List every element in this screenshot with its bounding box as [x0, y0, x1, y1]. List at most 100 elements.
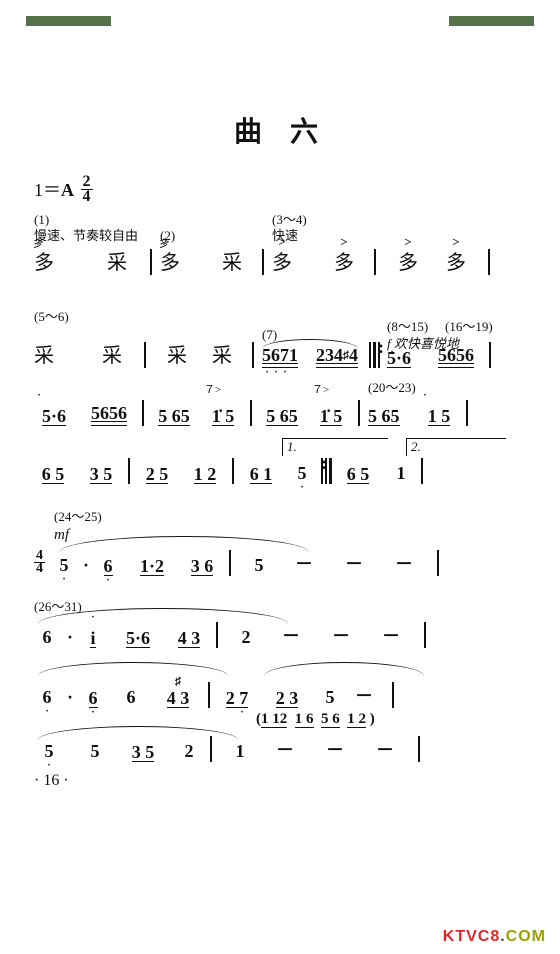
notes: 5656 [91, 405, 127, 422]
notes: 1 2 [194, 465, 217, 484]
key-letter: A [61, 180, 74, 200]
notes: 1 5 [428, 407, 451, 426]
note: 多 [446, 252, 466, 274]
barline [210, 736, 212, 762]
notes: 234 [316, 345, 343, 365]
barline [216, 622, 218, 648]
barline [489, 342, 491, 368]
notes: 6 [89, 689, 98, 708]
note: 采 [107, 246, 127, 275]
barline [466, 400, 468, 426]
notes: 1·2 [140, 557, 164, 576]
notes: 5 [255, 555, 264, 576]
notes: 3 5 [132, 743, 155, 762]
notes: 5 [326, 687, 335, 708]
page-number: · 16 · [34, 772, 526, 790]
note: 多 [34, 252, 54, 274]
notes: 6 5 [347, 465, 370, 484]
dash: － [282, 622, 300, 648]
barline [128, 458, 130, 484]
mark-56: (5～6) [34, 309, 69, 325]
barline [208, 682, 210, 708]
barline [262, 249, 264, 275]
barline [252, 342, 254, 368]
notes: 6 [43, 687, 52, 708]
barline [437, 550, 439, 576]
note: 多 [398, 252, 418, 274]
notes: 6 1 [250, 465, 273, 484]
mark-1: (1) [34, 212, 49, 228]
notes: 3 6 [191, 557, 214, 576]
notes: 2 [242, 627, 251, 648]
dynamic-mf: mf [54, 527, 69, 543]
dash: － [332, 622, 350, 648]
music-row-1: (1) 慢速、节奏较自由 彡>多 采 (2) 彡>多 采 (3～4) 快速 >多… [34, 212, 526, 275]
tempo-1: 慢速、节奏较自由 [34, 228, 138, 244]
notes: 2 5 [146, 465, 169, 484]
notes: 6 5 [42, 465, 65, 484]
barline [144, 342, 146, 368]
watermark: KTVC8.COM [443, 928, 546, 946]
music-row-4: 1. 2. 6 5 3 5 2 5 1 2 6 1 5· : 6 5 1 [34, 456, 526, 484]
decor-bar-right [449, 16, 534, 26]
dash: － [326, 736, 344, 762]
time-bot: 4 [81, 190, 93, 204]
notes: 5 [91, 741, 100, 762]
dash: － [382, 622, 400, 648]
decor-bar-left [26, 16, 111, 26]
volta-2: 2. [406, 438, 506, 456]
barline [150, 249, 152, 275]
mark-34: (3～4) [272, 212, 307, 228]
notes: 5671 [262, 347, 298, 364]
note: 采 [34, 339, 54, 368]
dash: － [376, 736, 394, 762]
notes: 2 [185, 741, 194, 762]
dash: － [355, 682, 373, 708]
notes: 5 65 [266, 407, 298, 426]
notes: 2 3 [276, 689, 299, 708]
note: 多 [334, 252, 354, 274]
notes: 6 [104, 557, 113, 576]
barline [229, 550, 231, 576]
notes: 1 [236, 741, 245, 762]
dash: － [395, 550, 413, 576]
watermark-part3: COM [506, 928, 546, 945]
watermark-part1: KTVC8 [443, 928, 500, 945]
volta-1: 1. [282, 438, 388, 456]
slur [264, 662, 424, 676]
barline [392, 682, 394, 708]
dash: － [276, 736, 294, 762]
notes: 5·6 [126, 629, 150, 648]
notes: 4 3 [167, 689, 190, 708]
notes: 2 7 [226, 689, 249, 708]
dash: － [345, 550, 363, 576]
note: 采 [167, 339, 187, 368]
notes: 6 [43, 627, 52, 648]
notes: 4 3 [178, 629, 201, 648]
barline [421, 458, 423, 484]
note: 采 [222, 246, 242, 275]
notes: 1̇ 5 [320, 407, 343, 426]
notes: 5 65 [158, 407, 190, 426]
repeat-start: : [368, 342, 381, 368]
barline [424, 622, 426, 648]
barline [488, 249, 490, 275]
notes: 5 [60, 555, 69, 576]
key-signature: 1＝A 2 4 [34, 176, 526, 206]
note: 采 [102, 339, 122, 368]
dash: － [295, 550, 313, 576]
music-row-2: (5～6) 采 采 采 采 (7) 5671 · · · 234♯4 : (8～… [34, 309, 526, 368]
music-row-6: 6 · ·i 5·6 4 3 2 － － － [34, 620, 526, 648]
music-row-3: ·5·6 5656 5 65 ７> 1̇ 5 5 65 ７> 1̇ 5 (20～… [34, 398, 526, 426]
key-prefix: 1＝ [34, 180, 61, 200]
notes: 5 65 [368, 407, 400, 426]
barline [374, 249, 376, 275]
notes: 5·6 [42, 407, 66, 426]
notes: 5 [298, 463, 307, 484]
music-row-7: 6· · 6· 6 ♯4 3 2 7· 2 3 5 － [34, 674, 526, 708]
music-row-8: (1 12 1 6 5 6 1 2 ) 5· 5 3 5 2 1 － － － [34, 734, 526, 762]
barline [358, 400, 360, 426]
notes: 5656 [438, 347, 474, 364]
time-sig-44: 44 [34, 550, 45, 575]
music-row-5: 44 5· · 6· 1·2 3 6 5 － － － [34, 548, 526, 576]
